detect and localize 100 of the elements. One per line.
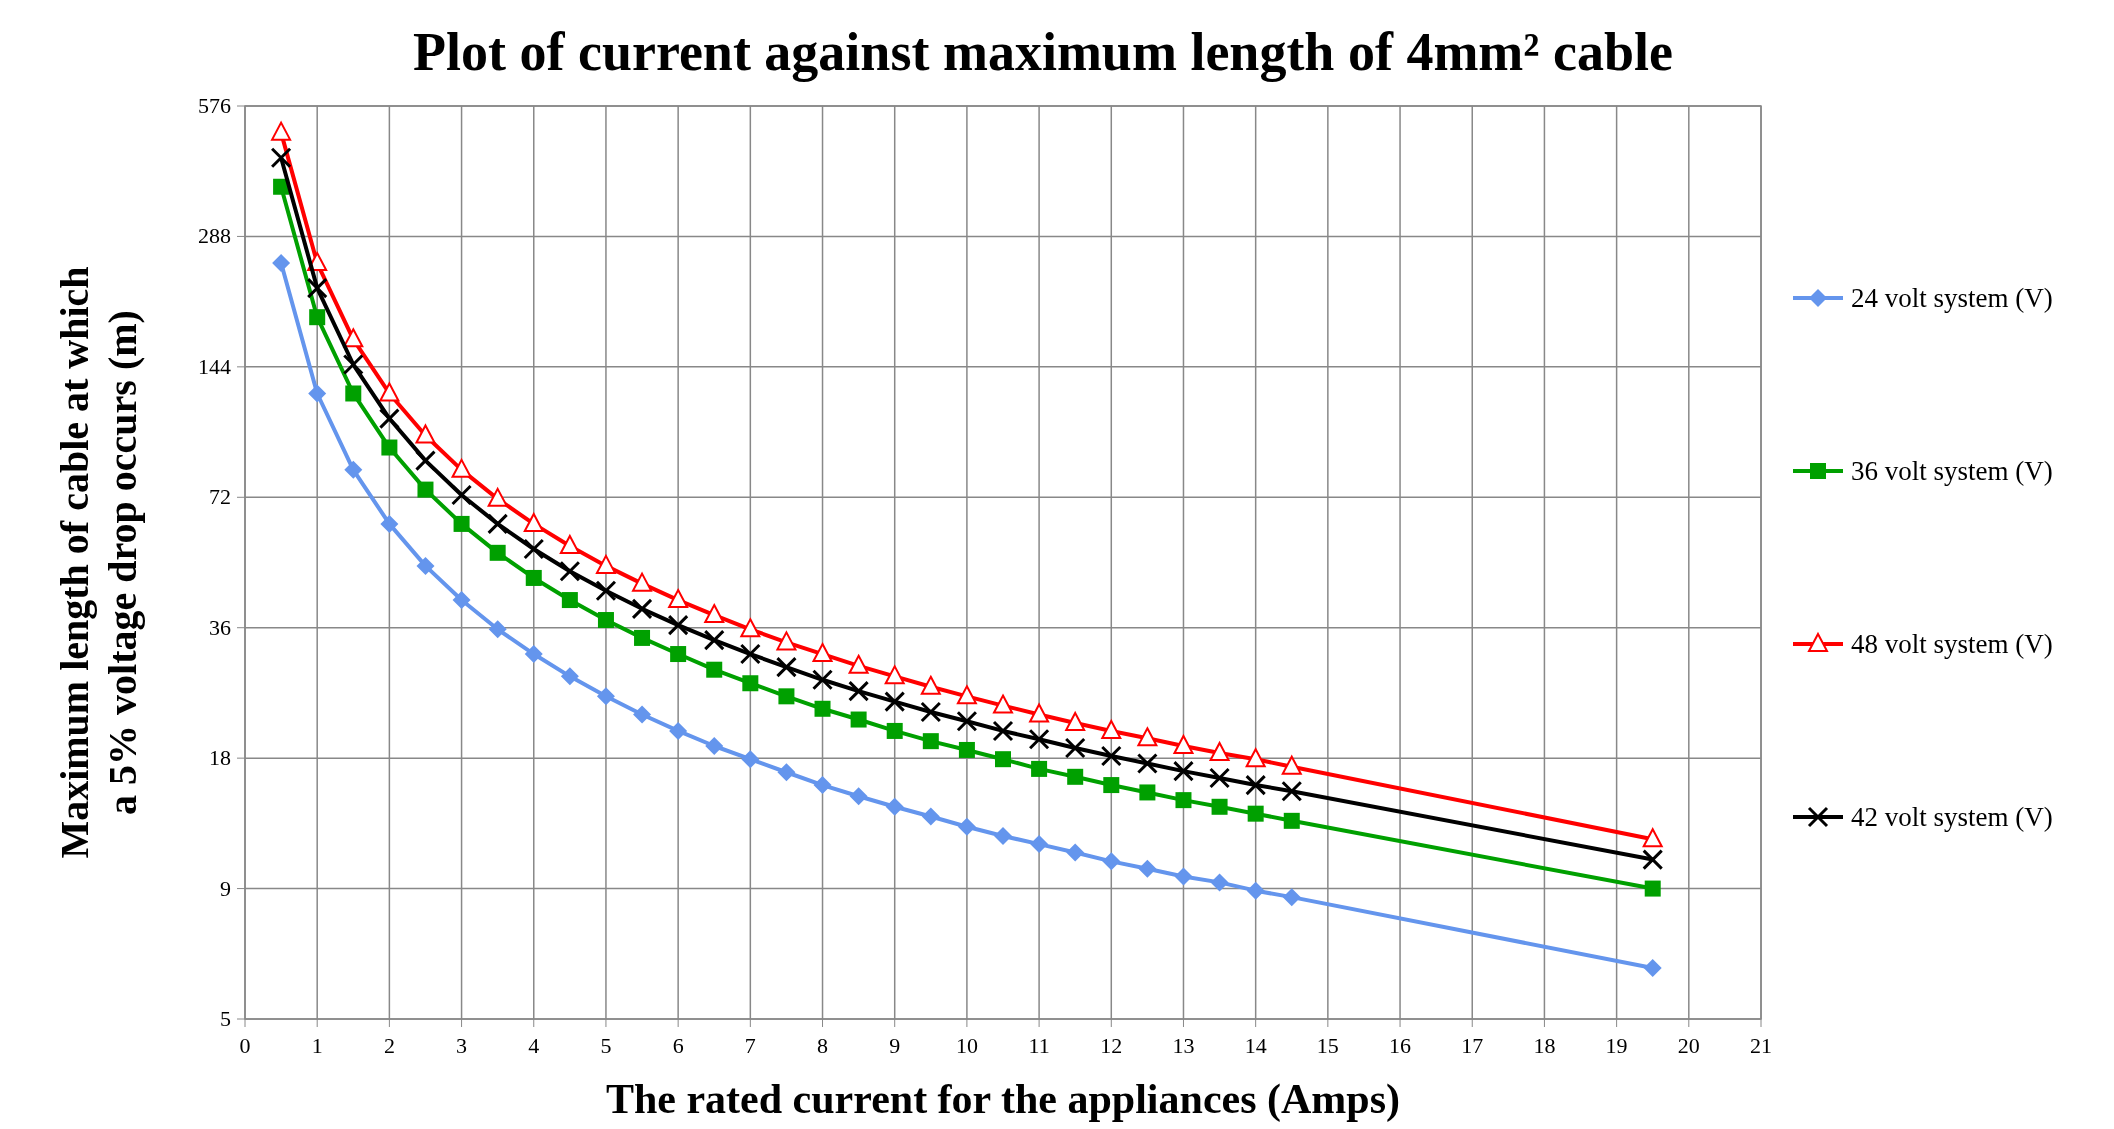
point: [1175, 792, 1192, 809]
point: [559, 534, 580, 554]
point: [1209, 741, 1230, 761]
point: [1210, 873, 1229, 892]
point: [344, 460, 363, 479]
point: [1102, 852, 1121, 871]
point: [670, 646, 687, 663]
point: [667, 614, 689, 636]
point: [523, 538, 545, 560]
point: [415, 424, 436, 444]
point: [850, 711, 867, 728]
point: [417, 481, 434, 498]
point: [1283, 812, 1300, 829]
point: [342, 354, 364, 376]
x-tick-label: 20: [1677, 1033, 1700, 1058]
x-tick-label: 0: [239, 1033, 251, 1058]
point: [1281, 780, 1303, 802]
x-tick-label: 8: [817, 1033, 829, 1058]
point: [1282, 888, 1301, 907]
point: [595, 580, 617, 602]
point: [775, 656, 797, 678]
point: [993, 694, 1013, 714]
point: [525, 569, 542, 586]
point: [1030, 835, 1049, 854]
point: [704, 604, 725, 624]
point: [1103, 777, 1120, 794]
point: [487, 487, 508, 507]
point: [958, 741, 975, 758]
point: [922, 733, 939, 750]
x-tick-label: 18: [1533, 1033, 1556, 1058]
x-tick-label: 17: [1461, 1033, 1484, 1058]
point: [1644, 880, 1661, 897]
y-tick-label: 18: [209, 745, 231, 771]
point: [992, 720, 1014, 742]
point: [848, 654, 869, 674]
point: [489, 544, 506, 561]
x-tick-label: 10: [955, 1033, 978, 1058]
x-tick-label: 6: [672, 1033, 684, 1058]
y-tick-label: 9: [220, 875, 231, 901]
point: [885, 797, 904, 816]
point: [1246, 881, 1265, 900]
point: [272, 254, 291, 273]
point: [921, 807, 940, 826]
point: [560, 667, 579, 686]
point: [631, 598, 653, 620]
point: [849, 787, 868, 806]
point: [1174, 867, 1193, 886]
x-tick-label: 19: [1605, 1033, 1628, 1058]
legend-label: 24 volt system (V): [1851, 283, 2053, 313]
point: [995, 751, 1011, 768]
point: [416, 556, 435, 575]
point: [1247, 805, 1264, 822]
point: [994, 827, 1012, 846]
x-tick-label: 21: [1750, 1033, 1772, 1058]
point: [812, 669, 834, 691]
point: [378, 408, 400, 430]
point: [668, 589, 689, 609]
point: [1642, 828, 1663, 848]
point: [559, 560, 581, 582]
point: [451, 458, 472, 478]
y-axis-title: Maximum length of cable at which a 5% voltage drop occurs (m): [52, 266, 145, 859]
point: [1029, 703, 1050, 723]
y-tick-label: 288: [198, 223, 231, 249]
point: [777, 763, 796, 782]
x-tick-label: 16: [1389, 1033, 1412, 1058]
point: [380, 514, 399, 533]
point: [632, 572, 653, 592]
point: [1245, 748, 1266, 768]
point: [1245, 774, 1267, 796]
x-axis-title: The rated current for the appliances (Amps): [605, 1076, 1401, 1123]
point: [669, 721, 688, 740]
point: [379, 382, 400, 402]
point: [1138, 859, 1157, 878]
x-tick-label: 11: [1028, 1033, 1050, 1058]
point: [1173, 735, 1194, 754]
point: [1031, 760, 1048, 777]
point: [778, 688, 795, 705]
x-tick-label: 12: [1100, 1033, 1123, 1058]
point: [1028, 728, 1050, 750]
point: [742, 675, 759, 692]
point: [1281, 755, 1302, 775]
point: [414, 450, 436, 472]
legend-label: 42 volt system (V): [1851, 802, 2053, 832]
point: [1642, 849, 1664, 871]
point: [595, 554, 616, 574]
point: [1100, 745, 1122, 767]
legend-label: 36 volt system (V): [1851, 456, 2053, 486]
y-tick-label: 72: [209, 484, 231, 510]
x-tick-label: 4: [528, 1033, 540, 1058]
legend-label: 48 volt system (V): [1851, 629, 2053, 659]
y-tick-label: 576: [198, 93, 231, 118]
point: [1066, 843, 1085, 862]
point: [271, 121, 292, 141]
point: [956, 710, 978, 732]
point: [308, 384, 327, 403]
point: [270, 147, 292, 169]
point: [886, 722, 903, 739]
point: [1209, 767, 1231, 789]
point: [1064, 737, 1086, 759]
point: [561, 592, 578, 609]
